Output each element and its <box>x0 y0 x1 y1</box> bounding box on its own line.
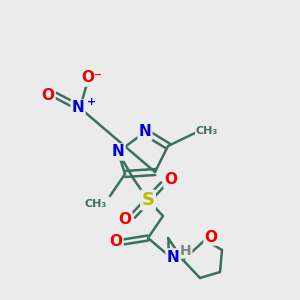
Text: +: + <box>87 97 96 107</box>
Text: O: O <box>41 88 55 103</box>
Text: O: O <box>205 230 218 244</box>
Text: N: N <box>112 145 124 160</box>
Text: CH₃: CH₃ <box>196 126 218 136</box>
Text: N: N <box>72 100 84 116</box>
Text: N: N <box>167 250 179 265</box>
Text: H: H <box>180 244 192 258</box>
Text: O⁻: O⁻ <box>82 70 103 86</box>
Text: O: O <box>118 212 131 227</box>
Text: S: S <box>142 191 154 209</box>
Text: O: O <box>110 235 122 250</box>
Text: N: N <box>139 124 152 140</box>
Text: O: O <box>164 172 178 188</box>
Text: CH₃: CH₃ <box>85 199 107 209</box>
